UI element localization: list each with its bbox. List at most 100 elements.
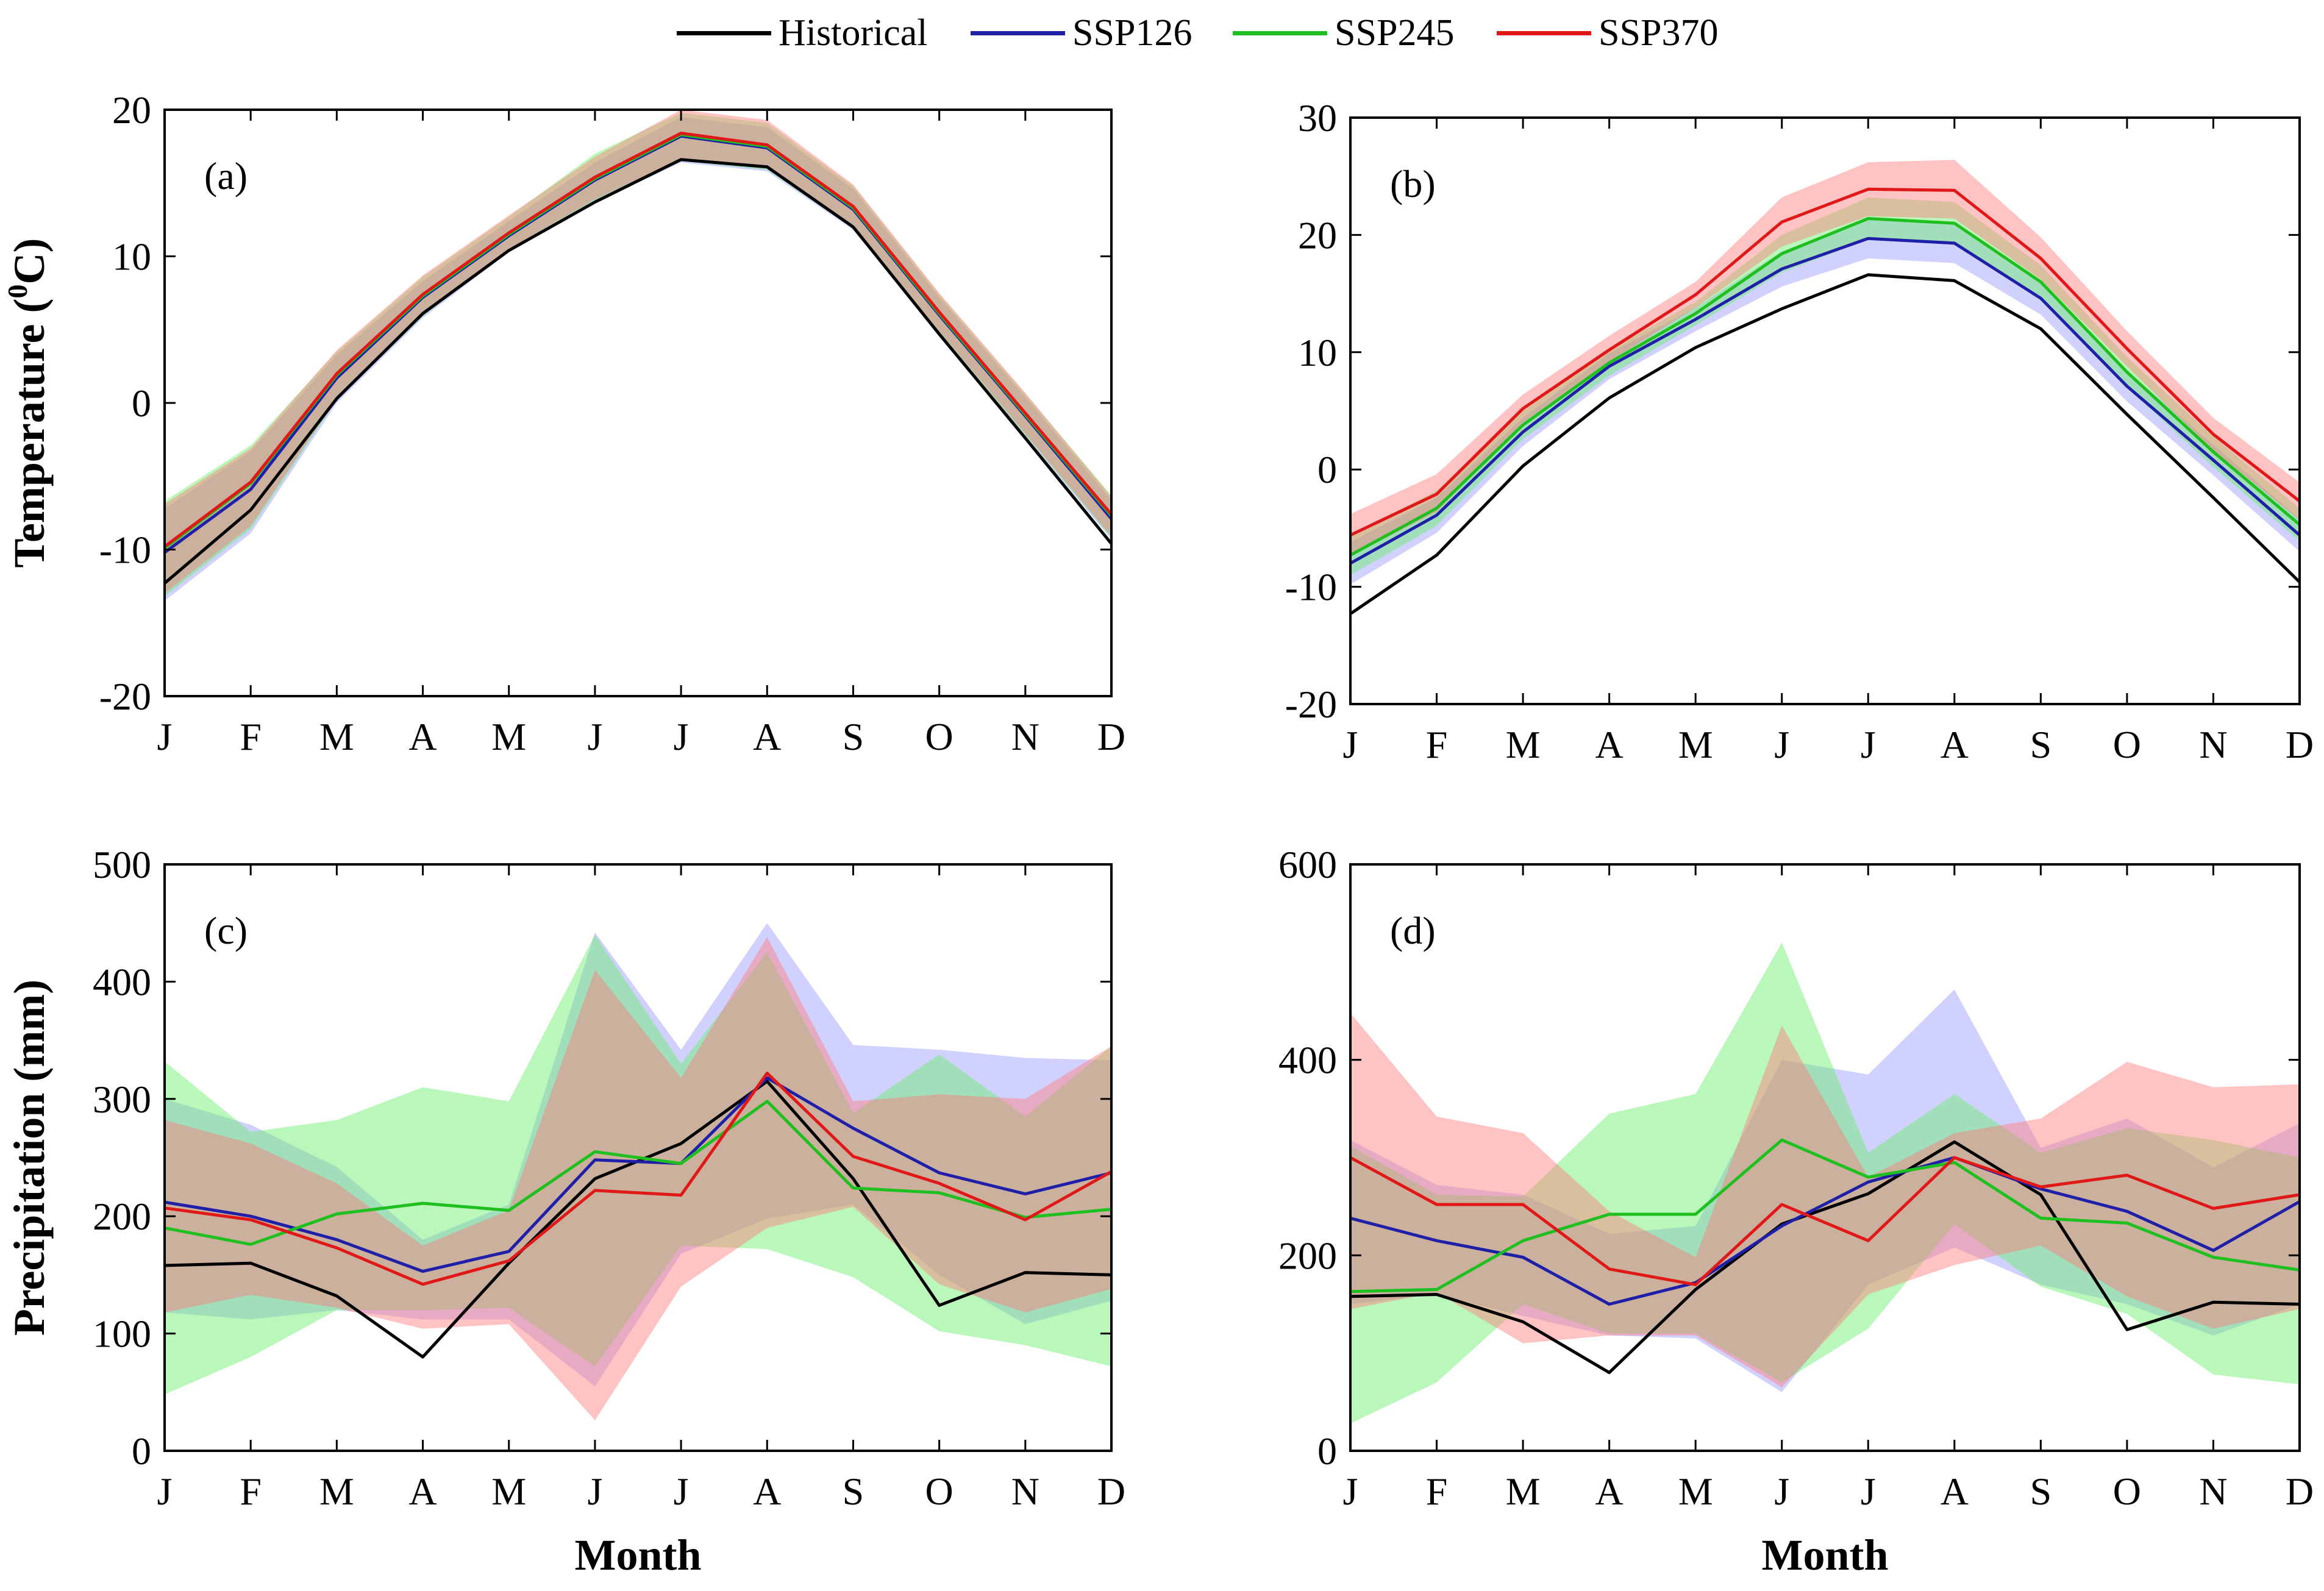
legend: Historical SSP126 SSP245 SSP370 bbox=[0, 0, 2324, 67]
xtick-label-c-4: M bbox=[491, 1470, 526, 1513]
xtick-label-a-1: F bbox=[240, 715, 262, 758]
ytick-label-c-1: 100 bbox=[93, 1312, 151, 1356]
ytick-label-c-3: 300 bbox=[93, 1078, 151, 1121]
xtick-label-b-3: A bbox=[1595, 723, 1624, 766]
ytick-label-c-2: 200 bbox=[93, 1195, 151, 1238]
panel-label-c: (c) bbox=[204, 909, 248, 952]
legend-label-historical: Historical bbox=[779, 12, 928, 54]
xtick-label-c-3: A bbox=[408, 1470, 437, 1513]
axes-frame-c bbox=[163, 863, 1113, 1452]
xtick-label-c-0: J bbox=[157, 1470, 173, 1513]
xtick-label-b-2: M bbox=[1506, 723, 1541, 766]
ytick-label-c-5: 500 bbox=[93, 843, 151, 886]
legend-line-ssp245 bbox=[1233, 30, 1327, 35]
xtick-label-c-10: N bbox=[1011, 1470, 1039, 1513]
xtick-label-b-0: J bbox=[1343, 723, 1358, 766]
axes-frame-d bbox=[1349, 863, 2301, 1452]
ytick-label-b-0: -20 bbox=[1285, 683, 1337, 726]
ytick-label-a-1: -10 bbox=[99, 529, 151, 572]
xtick-label-b-6: J bbox=[1861, 723, 1876, 766]
xtick-label-b-9: O bbox=[2113, 723, 2141, 766]
panel-label-d: (d) bbox=[1390, 909, 1436, 952]
xtick-label-c-8: S bbox=[843, 1470, 864, 1513]
xtick-label-c-9: O bbox=[925, 1470, 953, 1513]
band-ssp370-c bbox=[165, 937, 1111, 1420]
xtick-label-d-3: A bbox=[1595, 1470, 1624, 1513]
xtick-label-d-7: A bbox=[1941, 1470, 1969, 1513]
legend-item-ssp126: SSP126 bbox=[971, 9, 1192, 57]
y-axis-title-unit: C) bbox=[5, 238, 54, 285]
ytick-label-d-2: 400 bbox=[1278, 1039, 1337, 1082]
xtick-label-c-1: F bbox=[240, 1470, 262, 1513]
line-ssp370-c bbox=[164, 1072, 1113, 1286]
line-ssp245-d bbox=[1350, 1138, 2300, 1294]
xtick-label-a-5: J bbox=[587, 715, 602, 758]
xtick-label-a-10: N bbox=[1011, 715, 1039, 758]
ytick-label-b-2: 0 bbox=[1317, 448, 1337, 491]
band-ssp126-c bbox=[165, 923, 1111, 1387]
xtick-label-b-7: A bbox=[1941, 723, 1969, 766]
xtick-label-d-8: S bbox=[2030, 1470, 2052, 1513]
xtick-label-b-4: M bbox=[1678, 723, 1713, 766]
band-ssp126-b bbox=[1350, 218, 2300, 585]
panel-label-b: (b) bbox=[1390, 162, 1436, 205]
line-ssp126-c bbox=[164, 1076, 1112, 1273]
ytick-label-b-4: 20 bbox=[1298, 213, 1337, 257]
panel-c: 0 100 200 300 400 500 J F M A M J J A S O N D (c) Precipita… bbox=[5, 843, 1125, 1579]
legend-line-ssp126 bbox=[971, 30, 1065, 35]
ytick-label-a-0: -20 bbox=[99, 675, 151, 718]
axes-frame-b bbox=[1349, 116, 2301, 705]
ytick-label-d-0: 0 bbox=[1317, 1429, 1337, 1473]
xtick-label-a-9: O bbox=[925, 715, 953, 758]
legend-label-ssp245: SSP245 bbox=[1335, 12, 1455, 54]
xtick-label-d-10: N bbox=[2199, 1470, 2227, 1513]
xtick-label-c-5: J bbox=[587, 1470, 602, 1513]
xtick-label-b-1: F bbox=[1426, 723, 1448, 766]
ytick-label-d-3: 600 bbox=[1278, 843, 1337, 886]
xtick-label-c-6: J bbox=[674, 1470, 689, 1513]
y-axis-title-a: Temperature (0C) bbox=[2, 238, 54, 568]
xtick-label-d-6: J bbox=[1861, 1470, 1876, 1513]
xtick-label-a-4: M bbox=[491, 715, 526, 758]
ytick-label-b-5: 30 bbox=[1298, 96, 1337, 140]
ytick-label-a-3: 10 bbox=[112, 235, 151, 279]
xtick-label-c-11: D bbox=[1097, 1470, 1125, 1513]
panel-d: 0 200 400 600 J F M A M J J A S O N D (d) Month bbox=[1278, 843, 2314, 1579]
plot-area-b bbox=[1350, 118, 2300, 704]
line-historical-a bbox=[163, 158, 1113, 585]
line-historical-d bbox=[1350, 1140, 2300, 1375]
legend-item-ssp245: SSP245 bbox=[1233, 9, 1454, 57]
panel-b: -20 -10 0 10 20 30 J F M A M J J A S O N D (b) bbox=[1285, 96, 2314, 766]
ytick-label-d-1: 200 bbox=[1278, 1234, 1337, 1277]
ytick-label-a-2: 0 bbox=[132, 382, 151, 425]
line-ssp370-d bbox=[1349, 1156, 2300, 1286]
xtick-label-d-11: D bbox=[2286, 1470, 2314, 1513]
y-axis-title-superscript: 0 bbox=[2, 285, 33, 299]
xtick-label-c-2: M bbox=[319, 1470, 354, 1513]
xtick-label-a-7: A bbox=[753, 715, 781, 758]
xtick-label-d-4: M bbox=[1678, 1470, 1713, 1513]
legend-line-historical bbox=[677, 30, 771, 35]
line-ssp245-c bbox=[164, 1100, 1112, 1246]
line-ssp370-b bbox=[1349, 187, 2301, 537]
x-axis-title-c: Month bbox=[574, 1531, 701, 1579]
xtick-label-b-5: J bbox=[1774, 723, 1789, 766]
xtick-label-a-3: A bbox=[408, 715, 437, 758]
xtick-label-d-1: F bbox=[1426, 1470, 1448, 1513]
ytick-label-b-3: 10 bbox=[1298, 331, 1337, 374]
xtick-label-a-2: M bbox=[319, 715, 354, 758]
line-historical-b bbox=[1349, 273, 2301, 615]
legend-label-ssp126: SSP126 bbox=[1072, 12, 1192, 54]
band-ssp245-b bbox=[1350, 197, 2300, 575]
line-ssp126-d bbox=[1350, 1156, 2301, 1306]
xtick-label-a-11: D bbox=[1097, 715, 1125, 758]
panel-label-a: (a) bbox=[204, 154, 248, 198]
legend-item-ssp370: SSP370 bbox=[1497, 9, 1718, 57]
legend-item-historical: Historical bbox=[677, 9, 928, 57]
xtick-label-c-7: A bbox=[753, 1470, 781, 1513]
xtick-label-d-2: M bbox=[1506, 1470, 1541, 1513]
y-axis-title-c: Precipitation (mm) bbox=[5, 980, 54, 1336]
plot-area-a bbox=[165, 110, 1111, 696]
